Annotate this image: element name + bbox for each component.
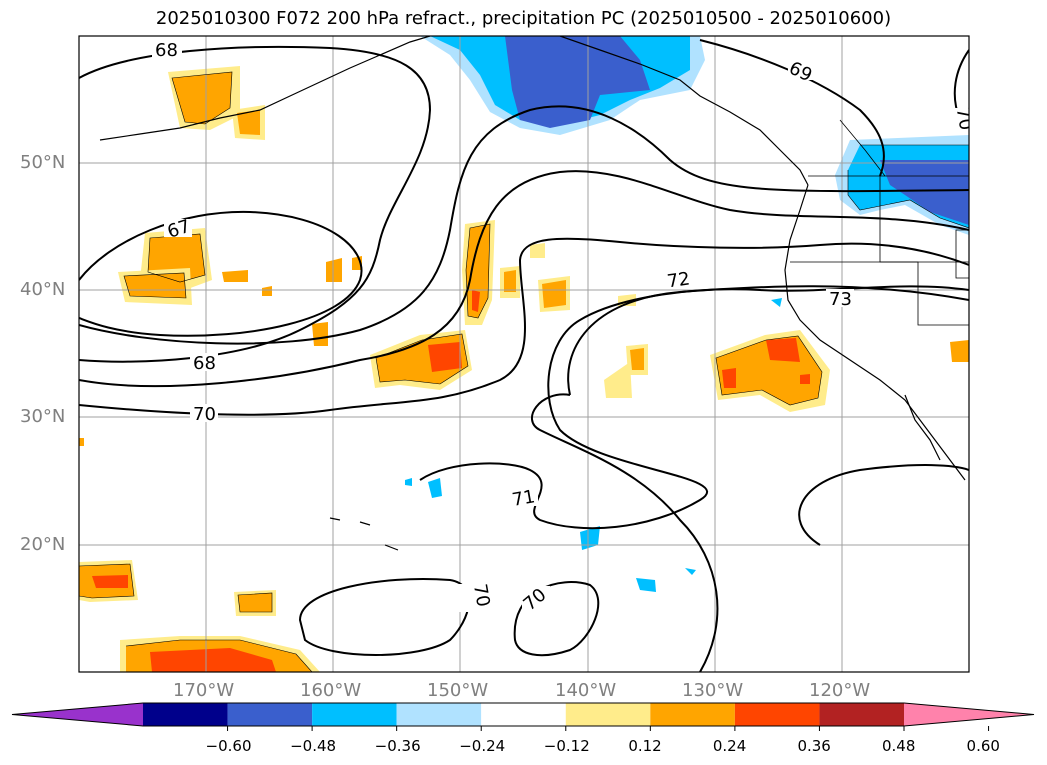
colorbar-segment [734,703,820,726]
colorbar-tick-label: 0.60 [966,737,1000,755]
contour-label: 70 [469,582,494,608]
lat-label: 40°N [20,279,66,300]
contour-label: 70 [193,404,216,425]
colorbar-extend-low [12,703,143,726]
colorbar-tick-label: 0.36 [797,737,831,755]
colorbar-outline [11,702,1035,727]
colorbar-tick-label: 0.48 [882,737,916,755]
colorbar [11,702,1035,731]
colorbar-tick-label: −0.60 [205,737,252,755]
map-title: 2025010300 F072 200 hPa refract., precip… [155,8,892,29]
map-border [78,35,970,673]
colorbar-extend-high [904,703,1034,726]
colorbar-segment [565,703,651,726]
contour-label: 70 [952,106,977,132]
lat-label: 20°N [20,534,66,555]
colorbar-segment [396,703,482,726]
contour-label: 73 [829,289,852,310]
colorbar-segment [650,703,735,726]
lon-label: 170°W [173,680,235,701]
colorbar-tick-label: 0.24 [712,737,747,755]
colorbar-segment [227,703,313,726]
lon-label: 160°W [300,680,362,701]
lon-label: 150°W [427,680,489,701]
lon-label: 120°W [809,680,871,701]
refractivity-contours [79,39,969,672]
contour-label: 68 [193,353,216,374]
colorbar-segment [481,703,566,726]
colorbar-tick-label: −0.24 [459,737,506,755]
colorbar-tick-label: 0.12 [628,737,662,755]
colorbar-tick-label: −0.48 [290,737,337,755]
colorbar-tick-label: −0.36 [374,737,421,755]
contour-label: 68 [155,40,178,61]
lat-label: 30°N [20,406,66,427]
lon-label: 140°W [555,680,617,701]
contour-label: 71 [510,486,536,511]
colorbar-segment [312,703,397,726]
coastlines [99,36,966,551]
lon-label: 130°W [682,680,744,701]
colorbar-segment [819,703,904,726]
lat-label: 50°N [20,152,66,173]
contour-label: 72 [666,268,692,292]
contour-label: 69 [786,58,816,87]
precip-positive-areas [79,66,969,672]
colorbar-segment [143,703,228,726]
precip-negative-areas [405,36,969,592]
colorbar-tick-label: −0.12 [543,737,590,755]
